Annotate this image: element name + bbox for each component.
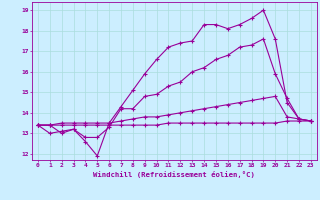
X-axis label: Windchill (Refroidissement éolien,°C): Windchill (Refroidissement éolien,°C): [93, 171, 255, 178]
